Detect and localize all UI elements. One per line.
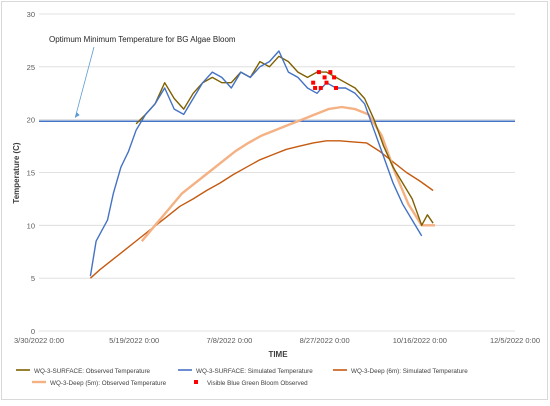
chart-frame: 0 5 10 15 20 25 30 3/30/2022 0:00 5/19/2022 0:00… [1,1,548,400]
bloom-marker [328,70,333,75]
y-tick-label: 0 [31,327,35,336]
bloom-marker [322,75,327,80]
series-line-wq-3-surface-simulated-temperature [89,50,423,277]
annotation-arrow [74,46,95,118]
legend-label: Visible Blue Green Bloom Observed [207,380,308,387]
bloom-marker [311,80,316,85]
bloom-marker [318,85,323,90]
legend-label: WQ-3-Deep (6m): Simulated Temperature [351,368,468,375]
annotation-text: Optimum Minimum Temperature for BG Algae… [49,35,236,44]
bloom-marker [324,80,329,85]
y-tick-label: 30 [27,10,35,19]
bloom-marker [316,70,321,75]
legend-label: WQ-3-Deep (5m): Observed Temperature [50,380,167,387]
legend-swatch [194,380,198,384]
bloom-marker [334,85,339,90]
y-tick-label: 10 [27,221,35,230]
x-tick-label: 3/30/2022 0:00 [14,336,64,345]
y-tick-label: 25 [27,63,35,72]
x-tick-label: 12/5/2022 0:00 [490,336,540,345]
y-axis-label: Temperature (C) [12,142,21,204]
x-axis-label: TIME [268,350,288,359]
y-tick-label: 20 [27,116,35,125]
temperature-chart: 0 5 10 15 20 25 30 3/30/2022 0:00 5/19/2022 0:00… [12,10,540,387]
bloom-marker [332,75,337,80]
y-tick-label: 5 [31,274,35,283]
x-tick-label: 5/19/2022 0:00 [109,336,159,345]
x-tick-label: 7/8/2022 0:00 [206,336,252,345]
annotation-arrowhead [75,112,80,118]
legend-label: WQ-3-SURFACE: Simulated Temperature [196,368,313,375]
series-line-wq-3-deep-6m-simulated-temperature [89,140,434,279]
series-line-wq-3-deep-5m-observed-temperature [140,105,435,242]
bloom-marker [313,85,318,90]
x-tick-label: 8/27/2022 0:00 [300,336,350,345]
legend-label: WQ-3-SURFACE: Observed Temperature [34,368,151,375]
series-line-wq-3-surface-observed-temperature [135,55,434,226]
y-tick-label: 15 [27,169,35,178]
x-tick-label: 10/16/2022 0:00 [393,336,447,345]
